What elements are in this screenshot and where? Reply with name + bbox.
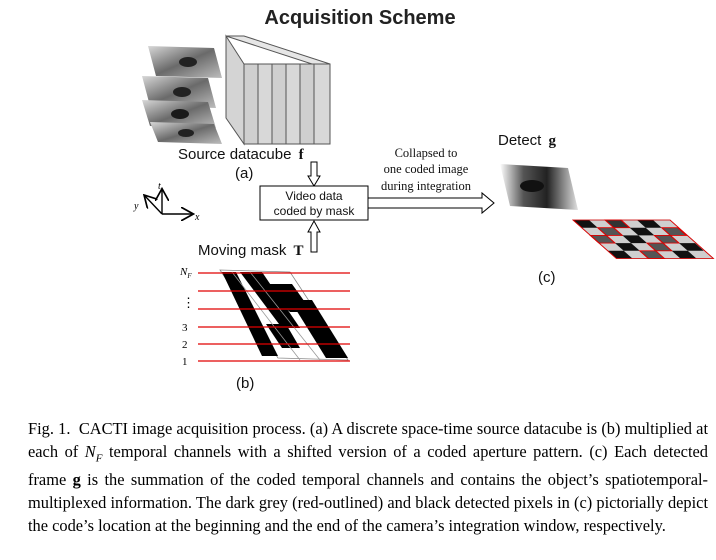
mask-bar-5 bbox=[266, 324, 300, 348]
right-arrow bbox=[367, 191, 495, 215]
face-eye-4 bbox=[178, 129, 194, 137]
collapse-line-3: during integration bbox=[381, 179, 472, 193]
mask-ref-line-a bbox=[231, 271, 301, 361]
channel-3-label: 3 bbox=[182, 322, 188, 334]
moving-mask-stack bbox=[198, 269, 350, 362]
face-eye-2 bbox=[173, 87, 191, 97]
datacube-slice-2 bbox=[257, 63, 273, 145]
figure-caption: Fig. 1. CACTI image acquisition process.… bbox=[28, 418, 708, 537]
axis-y-label: y bbox=[133, 201, 139, 212]
datacube bbox=[225, 34, 331, 146]
caption-text-1: CACTI image acquisition process. (a) A d… bbox=[28, 419, 709, 461]
axis-t-label: t bbox=[158, 181, 161, 192]
collapse-line-1: Collapsed to bbox=[395, 146, 458, 160]
face-eye-1 bbox=[179, 57, 197, 67]
coded-pixel-grid bbox=[571, 219, 715, 259]
mask-symbol: T bbox=[294, 243, 304, 259]
datacube-slice-3 bbox=[271, 63, 287, 145]
channel-lines bbox=[198, 272, 350, 362]
figure-title: Acquisition Scheme bbox=[264, 7, 455, 29]
mask-ref-line-b bbox=[249, 271, 321, 361]
box-line-1: Video data bbox=[285, 189, 342, 203]
caption-text-2: temporal channels with a shifted version… bbox=[28, 441, 708, 490]
box-line-2: coded by mask bbox=[274, 204, 356, 218]
up-arrow bbox=[307, 219, 321, 253]
caption-text-3: is the summation of the coded temporal c… bbox=[28, 470, 708, 535]
caption-nf-sub: F bbox=[95, 451, 103, 464]
label-a: (a) bbox=[235, 165, 253, 182]
label-b: (b) bbox=[236, 375, 254, 392]
source-frames bbox=[142, 46, 222, 144]
axes-icon bbox=[145, 190, 192, 214]
mask-bar-1 bbox=[222, 272, 278, 356]
caption-g-symbol: g bbox=[72, 470, 81, 490]
channel-dots: ⋮ bbox=[182, 295, 195, 310]
channel-nf-label: NF bbox=[179, 266, 192, 280]
mask-bar-2 bbox=[240, 272, 300, 328]
mask-coding-box bbox=[259, 185, 369, 221]
detected-frame-eye bbox=[520, 180, 544, 192]
datacube-slice-4 bbox=[285, 63, 301, 145]
detect-symbol: g bbox=[549, 133, 557, 149]
channel-2-label: 2 bbox=[182, 339, 188, 351]
caption-fig-label: Fig. 1. bbox=[28, 419, 71, 438]
figure: Acquisition Scheme Source datacube f (a)… bbox=[133, 7, 715, 392]
down-arrow bbox=[307, 161, 321, 187]
datacube-left bbox=[225, 34, 245, 146]
label-c: (c) bbox=[538, 269, 556, 286]
datacube-slice-6 bbox=[313, 63, 331, 145]
channel-1-label: 1 bbox=[182, 356, 188, 368]
mask-label: Moving mask T bbox=[198, 242, 304, 259]
datacube-slice-1 bbox=[243, 63, 259, 145]
datacube-slice-5 bbox=[299, 63, 315, 145]
face-eye-3 bbox=[171, 109, 189, 119]
axis-x-label: x bbox=[194, 212, 200, 223]
collapse-line-2: one coded image bbox=[384, 162, 469, 176]
detect-label: Detect g bbox=[498, 132, 557, 149]
caption-nf-var: N bbox=[84, 441, 96, 461]
source-label: Source datacube f bbox=[178, 146, 305, 163]
source-symbol: f bbox=[299, 147, 305, 163]
